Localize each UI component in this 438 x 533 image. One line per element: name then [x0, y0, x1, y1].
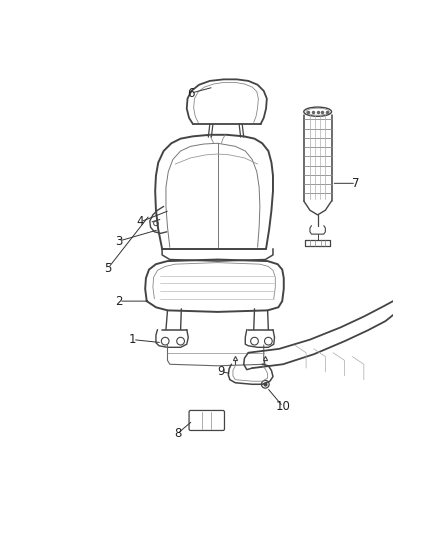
- Text: 9: 9: [218, 366, 225, 378]
- Text: 8: 8: [174, 427, 181, 440]
- Text: 4: 4: [137, 215, 144, 228]
- Text: 1: 1: [129, 333, 137, 346]
- Text: 6: 6: [187, 87, 194, 100]
- Text: 7: 7: [353, 177, 360, 190]
- Text: 5: 5: [105, 262, 112, 274]
- Text: 3: 3: [115, 235, 123, 247]
- Text: 10: 10: [276, 400, 290, 413]
- Text: 2: 2: [115, 295, 123, 308]
